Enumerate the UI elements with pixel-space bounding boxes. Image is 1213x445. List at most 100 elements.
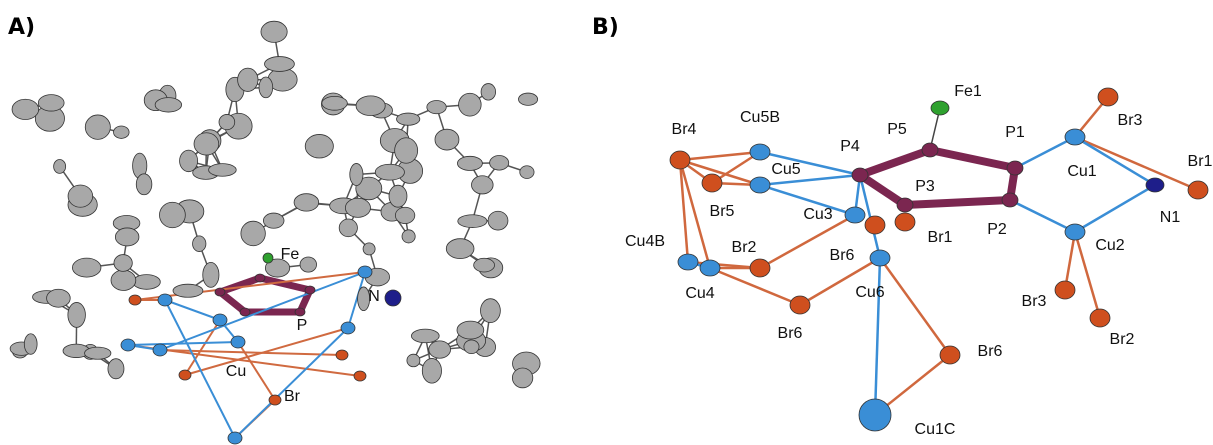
atom (294, 194, 319, 211)
atom (518, 93, 537, 105)
atom (750, 259, 770, 277)
atom (402, 230, 415, 243)
atom (350, 163, 363, 185)
atom (336, 350, 348, 360)
atom-label: Br4 (672, 121, 697, 138)
atom (231, 336, 245, 348)
atom (72, 258, 101, 277)
atom (1065, 129, 1085, 145)
atom (422, 358, 441, 383)
atom (457, 156, 482, 170)
atom-label: Cu2 (1095, 237, 1124, 254)
atom (397, 113, 420, 125)
atom (459, 93, 482, 116)
atom (129, 295, 141, 305)
atom (790, 296, 810, 314)
atom (458, 215, 487, 228)
atom (474, 258, 495, 272)
atom (490, 156, 509, 171)
atom-label: P1 (1005, 124, 1025, 141)
atom-label: Fe1 (954, 83, 982, 100)
atom (464, 340, 479, 354)
bond (1075, 185, 1155, 232)
atom-label: Br5 (710, 203, 735, 220)
atom (228, 432, 242, 444)
atom (111, 270, 136, 290)
atom (457, 321, 484, 339)
atom (852, 168, 868, 182)
atom (471, 176, 493, 194)
figure: FeNPCuBrBr3Fe1Br1Cu5BP5P1Br4P4Cu1Cu5P3N1… (0, 0, 1213, 445)
atom (300, 257, 317, 272)
atom (194, 133, 219, 155)
atom (295, 308, 305, 316)
atom (180, 150, 198, 172)
atom (238, 68, 258, 91)
atom (1055, 281, 1075, 299)
atom-label: N1 (1160, 209, 1181, 226)
atom (322, 96, 348, 110)
atom (940, 346, 960, 364)
atom (427, 100, 446, 113)
atom (219, 114, 235, 129)
atom (407, 354, 420, 367)
bond (1010, 200, 1075, 232)
atom (68, 302, 86, 327)
atom (1065, 224, 1085, 240)
atom (240, 308, 250, 316)
atom (700, 260, 720, 276)
atom-label: Br2 (732, 239, 757, 256)
panel-label: A) (8, 15, 35, 40)
atom-label: Cu (226, 363, 246, 380)
atom-label: Br3 (1022, 293, 1047, 310)
atom (750, 177, 770, 193)
atom (358, 266, 372, 278)
atom (385, 290, 401, 306)
atom (395, 138, 418, 164)
atom (1007, 161, 1023, 175)
atom (429, 341, 451, 358)
bond (128, 342, 238, 345)
atom (24, 334, 37, 355)
atom-label: Br3 (1118, 112, 1143, 129)
atom (108, 359, 124, 379)
atom-label: Cu3 (803, 206, 832, 223)
atom (193, 236, 206, 252)
atom (263, 213, 284, 228)
atom (670, 151, 690, 169)
atom (845, 207, 865, 223)
atom (305, 286, 315, 294)
bond (905, 200, 1010, 205)
atom (488, 211, 508, 230)
atom (305, 134, 333, 158)
atom (1188, 181, 1208, 199)
atom (261, 21, 287, 42)
atom (395, 207, 414, 223)
atom (155, 98, 181, 112)
atom (865, 216, 885, 234)
atom (133, 275, 160, 290)
panel-label: B) (592, 15, 619, 40)
atom (115, 228, 139, 246)
atom (114, 255, 132, 272)
atom (136, 174, 152, 195)
atom (269, 395, 281, 405)
atom (54, 160, 66, 174)
atom (1002, 193, 1018, 207)
atom (345, 198, 370, 217)
atom-label: P3 (915, 178, 935, 195)
atom-label: P (297, 317, 308, 334)
atom (678, 254, 698, 270)
bond (1015, 137, 1075, 168)
atom (159, 202, 185, 227)
atom (203, 262, 219, 287)
atom (1098, 88, 1118, 106)
page: FeNPCuBrBr3Fe1Br1Cu5BP5P1Br4P4Cu1Cu5P3N1… (0, 0, 1213, 445)
atom (750, 144, 770, 160)
atom (241, 221, 265, 246)
atom-label: Cu6 (855, 284, 884, 301)
atom (363, 243, 375, 255)
atom-label: P5 (887, 121, 907, 138)
atoms (10, 21, 1208, 444)
bond (930, 150, 1015, 168)
